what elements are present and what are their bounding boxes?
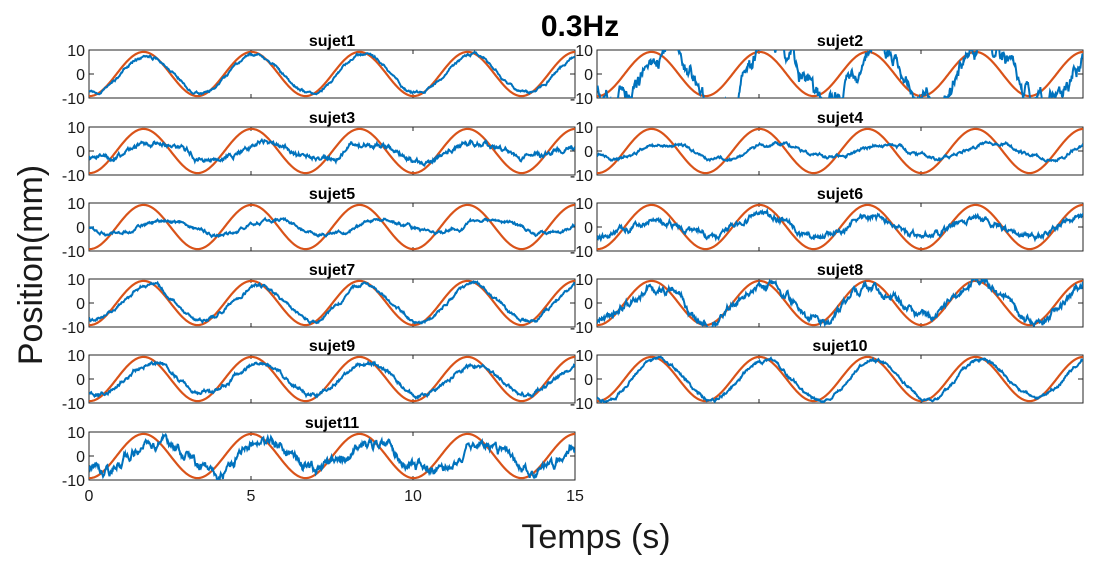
subplot-title: sujet5 [309,186,355,203]
y-tick-label: 0 [584,67,593,84]
y-tick-label: 10 [67,43,85,60]
measured-position-line [89,360,575,401]
y-tick-label: 10 [575,196,593,213]
y-tick-label: 10 [67,196,85,213]
reference-signal-line [597,279,1083,327]
y-tick-label: 0 [584,144,593,161]
measured-position-line [597,50,1083,98]
subplot-sujet7: -10 0 10 sujet7 [62,262,576,337]
y-tick-label: -10 [62,244,85,261]
y-tick-label: 10 [67,348,85,365]
figure-title: 0.3Hz [541,10,619,43]
y-tick-label: -10 [62,396,85,413]
subplot-title: sujet8 [817,262,863,279]
subplot-title: sujet7 [309,262,355,279]
x-axis-label: Temps (s) [521,518,670,556]
subplot-sujet5: -10 0 10 sujet5 [62,186,576,261]
x-tick-label: 5 [247,488,256,505]
reference-signal-line [89,50,575,98]
measured-position-line [597,207,1083,243]
x-tick-label: 15 [566,488,584,505]
measured-position-line [89,280,575,325]
subplot-title: sujet10 [812,338,867,355]
reference-signal-line [89,279,575,327]
measured-position-line [89,137,575,167]
y-tick-label: 10 [67,120,85,137]
measured-position-line [89,216,575,239]
subplot-title: sujet2 [817,33,863,50]
subplot-title: sujet6 [817,186,863,203]
y-tick-label: -10 [570,396,593,413]
subplot-sujet9: -10 0 10 sujet9 [62,338,576,413]
y-tick-label: 0 [76,144,85,161]
subplot-sujet8: -10 0 10 sujet8 [570,262,1084,337]
subplot-title: sujet9 [309,338,355,355]
reference-signal-line [597,127,1083,175]
reference-signal-line [597,355,1083,403]
y-tick-label: -10 [570,244,593,261]
measured-position-line [597,140,1083,163]
measured-position-line [597,355,1083,403]
y-tick-label: 10 [575,348,593,365]
y-tick-label: 0 [76,296,85,313]
subplot-title: sujet11 [305,415,359,432]
x-tick-label: 0 [85,488,94,505]
measured-position-line [597,279,1083,327]
subplot-sujet4: -10 0 10 sujet4 [570,110,1084,185]
reference-signal-line [89,355,575,403]
subplot-title: sujet4 [817,110,863,127]
y-tick-label: 0 [76,449,85,466]
subplot-title: sujet1 [309,33,355,50]
subplot-sujet6: -10 0 10 sujet6 [570,186,1084,261]
reference-signal-line [89,203,575,251]
y-axis-label: Position(mm) [12,165,50,365]
y-tick-label: -10 [570,320,593,337]
y-tick-label: 10 [575,272,593,289]
x-tick-label: 10 [404,488,422,505]
y-tick-label: 0 [76,220,85,237]
subplot-sujet10: -10 0 10 sujet10 [570,338,1084,413]
y-tick-label: -10 [62,320,85,337]
subplot-sujet2: -10 0 10 sujet2 [570,33,1084,108]
y-tick-label: -10 [570,168,593,185]
y-tick-label: -10 [62,168,85,185]
y-tick-label: -10 [62,473,85,490]
y-tick-label: 0 [76,372,85,389]
reference-signal-line [89,127,575,175]
y-tick-label: 10 [575,120,593,137]
y-tick-label: 0 [584,220,593,237]
reference-signal-line [597,50,1083,98]
measured-position-line [89,432,575,480]
measured-position-line [89,50,575,96]
y-tick-label: 0 [76,67,85,84]
y-tick-label: 0 [584,296,593,313]
y-tick-label: 10 [575,43,593,60]
y-tick-label: 0 [584,372,593,389]
subplot-sujet3: -10 0 10 sujet3 [62,110,576,185]
y-tick-label: -10 [570,91,593,108]
y-tick-label: -10 [62,91,85,108]
y-tick-label: 10 [67,425,85,442]
subplot-title: sujet3 [309,110,355,127]
y-tick-label: 10 [67,272,85,289]
subplot-grid: -10010sujet1-10010sujet2-10010sujet3-100… [62,33,1084,505]
subplot-sujet1: -10 0 10 sujet1 [62,33,576,108]
